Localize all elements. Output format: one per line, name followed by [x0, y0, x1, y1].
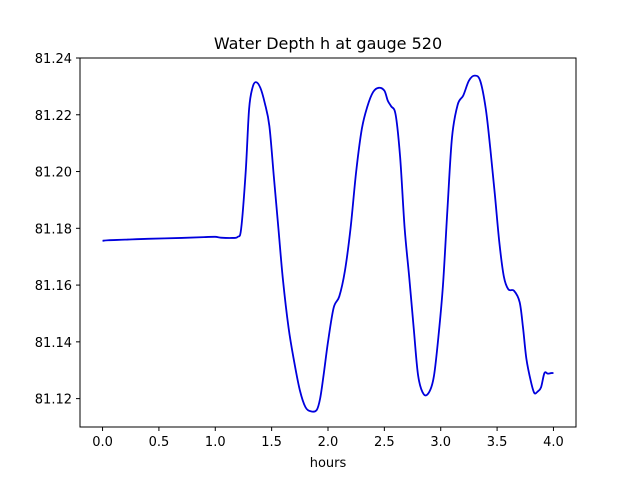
y-tick-label: 81.22	[35, 109, 72, 124]
y-axis-ticks: 81.12 81.14 81.16 81.18 81.20 81.22 81.24	[35, 52, 80, 408]
x-tick-label: 0.5	[149, 435, 170, 450]
x-tick-label: 1.0	[205, 435, 226, 450]
x-tick-label: 4.0	[543, 435, 564, 450]
x-tick-label: 1.5	[261, 435, 282, 450]
x-axis-ticks: 0.0 0.5 1.0 1.5 2.0 2.5 3.0 3.5 4.0	[92, 427, 564, 450]
y-tick-label: 81.24	[35, 52, 72, 67]
y-tick-label: 81.18	[35, 222, 72, 237]
chart-title: Water Depth h at gauge 520	[214, 34, 442, 53]
x-tick-label: 0.0	[92, 435, 113, 450]
x-tick-label: 3.5	[487, 435, 508, 450]
y-tick-label: 81.12	[35, 393, 72, 408]
series-layer	[102, 74, 554, 413]
y-tick-label: 81.16	[35, 279, 72, 294]
y-tick-label: 81.14	[35, 336, 72, 351]
series-line	[102, 74, 554, 413]
y-tick-label: 81.20	[35, 166, 72, 181]
x-tick-label: 2.0	[318, 435, 339, 450]
plot-frame	[79, 57, 577, 428]
x-axis-label: hours	[310, 456, 347, 471]
x-tick-label: 2.5	[374, 435, 395, 450]
x-tick-label: 3.0	[430, 435, 451, 450]
